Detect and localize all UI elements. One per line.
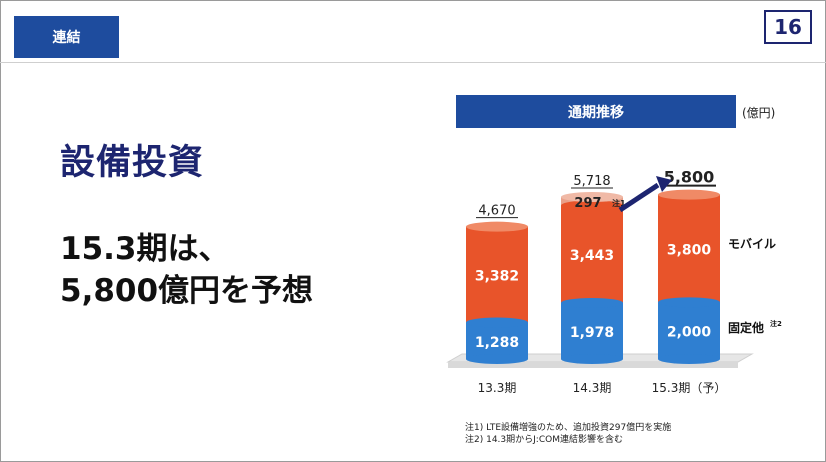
bar-seam xyxy=(561,297,623,308)
data-label-additional: 297 xyxy=(574,196,601,211)
trend-arrow-shaft xyxy=(618,182,660,213)
chart-notes: 注1) LTE設備増強のため、追加投資297億円を実施 注2) 14.3期からJ… xyxy=(465,422,671,446)
bar-fixed xyxy=(658,302,720,359)
chart-note-2: 注2) 14.3期からJ:COM連結影響を含む xyxy=(465,435,623,445)
legend-fixed: 固定他 xyxy=(728,320,764,335)
bar-fixed-base xyxy=(561,354,623,364)
category-label: 14.3期 xyxy=(573,381,612,395)
data-label-fixed: 1,288 xyxy=(475,335,519,351)
bar-seam xyxy=(658,297,720,308)
bar-fixed-base xyxy=(466,354,528,364)
bar-top xyxy=(466,221,528,232)
data-label-mobile: 3,800 xyxy=(667,243,712,259)
data-label-mobile: 3,443 xyxy=(570,248,614,264)
bar-mobile xyxy=(561,205,623,303)
category-label: 13.3期 xyxy=(478,381,517,395)
bar-seam xyxy=(561,200,623,211)
section-tab: 連結 xyxy=(14,16,119,58)
bar-mobile xyxy=(658,194,720,303)
category-label: 15.3期（予） xyxy=(652,381,727,395)
bar-fixed xyxy=(466,322,528,359)
chart-panel-header: 通期推移 xyxy=(456,95,736,128)
page-number: 16 xyxy=(764,10,812,44)
bar-fixed xyxy=(561,302,623,359)
legend-fixed-note: 注2 xyxy=(770,319,782,328)
note-marker: 注1 xyxy=(612,198,626,208)
headline: 15.3期は、 5,800億円を予想 xyxy=(60,228,313,312)
total-label: 5,718 xyxy=(573,174,610,189)
header-divider xyxy=(0,62,826,63)
total-label: 5,800 xyxy=(664,168,715,187)
trend-arrow-head xyxy=(656,176,672,192)
total-label: 4,670 xyxy=(478,204,515,219)
chart-unit-label: (億円) xyxy=(742,106,776,120)
bar-mobile xyxy=(466,226,528,323)
chart-floor-edge xyxy=(448,362,738,368)
capex-bar-chart: 1,288 3,382 4,670 13.3期 1,978 3,443 297 注15,718… xyxy=(446,168,782,395)
bar-fixed-base xyxy=(658,354,720,364)
data-label-mobile: 3,382 xyxy=(475,269,519,285)
data-label-fixed: 1,978 xyxy=(570,325,614,341)
headline-line-1: 15.3期は、 xyxy=(60,231,230,267)
legend-mobile: モバイル xyxy=(728,237,776,251)
chart-note-1: 注1) LTE設備増強のため、追加投資297億円を実施 xyxy=(465,423,672,433)
bar-top xyxy=(561,191,623,202)
bar-top xyxy=(658,189,720,200)
headline-line-2: 5,800億円を予想 xyxy=(60,273,314,309)
bar-seam xyxy=(466,317,528,328)
page-title: 設備投資 xyxy=(60,143,205,183)
data-label-fixed: 2,000 xyxy=(667,325,712,341)
